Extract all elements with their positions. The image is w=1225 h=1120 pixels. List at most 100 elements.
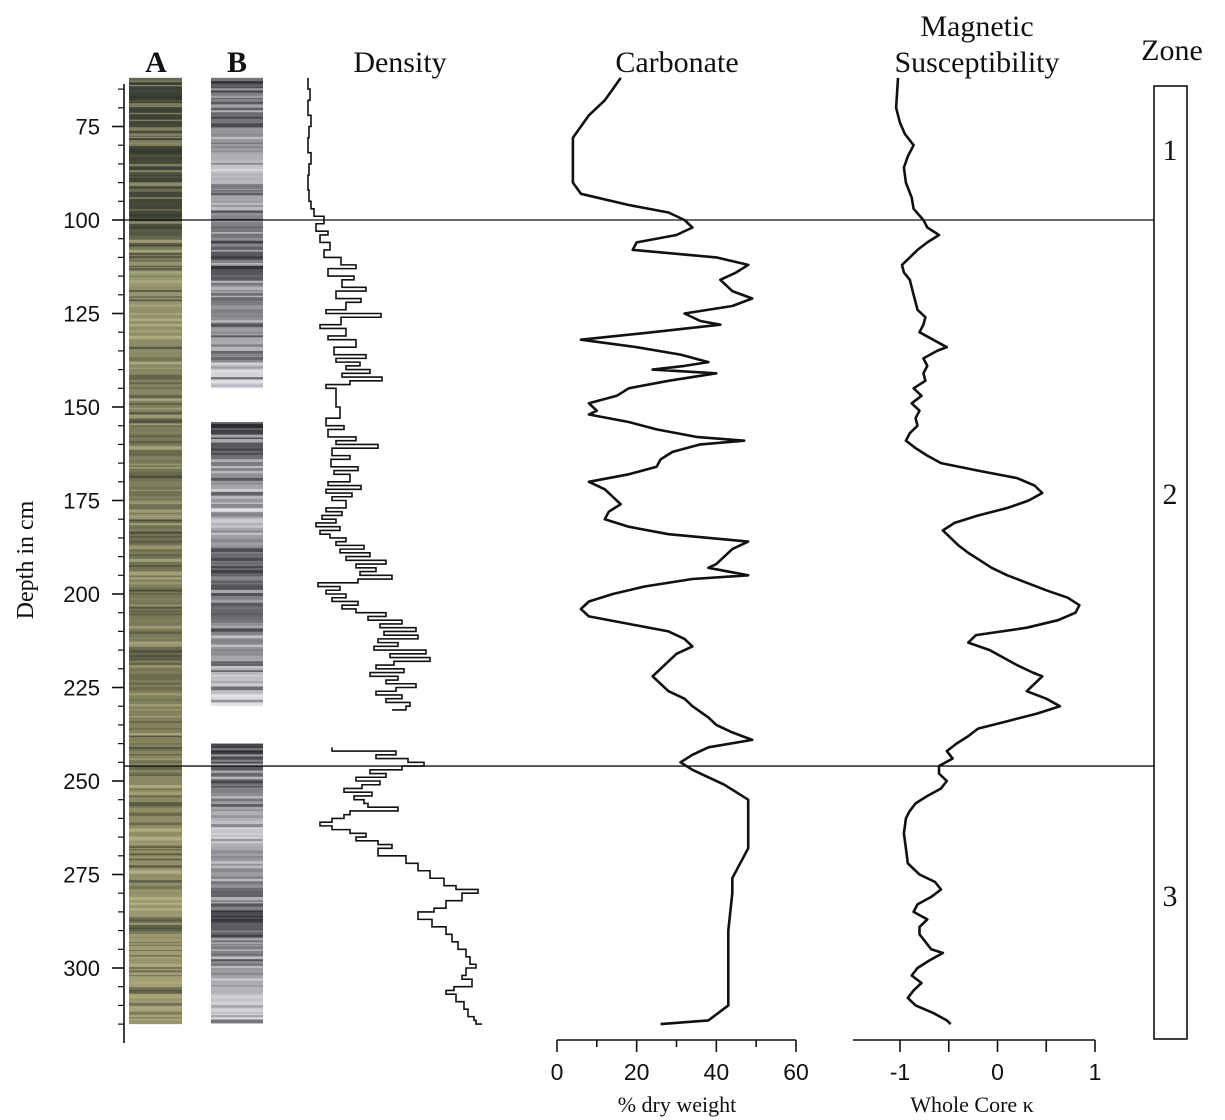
core-band bbox=[129, 941, 182, 944]
core-band bbox=[211, 438, 263, 443]
core-band bbox=[129, 1017, 182, 1019]
core-band bbox=[211, 583, 263, 585]
core-band bbox=[129, 188, 182, 192]
core-band bbox=[211, 359, 263, 364]
core-band bbox=[211, 635, 263, 639]
core-band bbox=[211, 366, 263, 369]
core-band bbox=[211, 92, 263, 97]
core-band bbox=[129, 290, 182, 293]
core-band bbox=[211, 938, 263, 941]
core-band bbox=[211, 770, 263, 773]
core-band bbox=[129, 353, 182, 357]
core-band bbox=[211, 323, 263, 327]
core-band bbox=[211, 644, 263, 647]
core-band bbox=[129, 703, 182, 707]
core-band bbox=[129, 975, 182, 977]
core-band bbox=[129, 143, 182, 147]
core-band bbox=[211, 963, 263, 967]
core-band bbox=[211, 750, 263, 753]
core-band bbox=[129, 885, 182, 890]
core-band bbox=[211, 128, 263, 132]
core-band bbox=[211, 98, 263, 102]
core-segment bbox=[211, 743, 263, 1025]
core-band bbox=[129, 340, 182, 345]
core-band bbox=[211, 901, 263, 904]
core-band bbox=[129, 286, 182, 290]
core-band bbox=[129, 547, 182, 549]
carbonate-tick-label: 0 bbox=[551, 1059, 564, 1085]
core-band bbox=[211, 836, 263, 841]
core-band bbox=[129, 784, 182, 789]
core-band bbox=[211, 1015, 263, 1018]
core-band bbox=[211, 291, 263, 293]
core-band bbox=[211, 670, 263, 672]
core-band bbox=[211, 786, 263, 788]
core-band bbox=[211, 978, 263, 981]
core-band bbox=[129, 379, 182, 384]
core-band bbox=[211, 850, 263, 854]
core-band bbox=[211, 280, 263, 284]
core-band bbox=[211, 911, 263, 913]
core-band bbox=[211, 566, 263, 569]
core-band bbox=[211, 424, 263, 428]
core-band bbox=[211, 833, 263, 835]
core-band bbox=[129, 255, 182, 259]
core-band bbox=[129, 245, 182, 247]
core-band bbox=[129, 271, 182, 274]
core-band bbox=[211, 150, 263, 153]
core-band bbox=[129, 419, 182, 424]
core-band bbox=[211, 244, 263, 247]
core-band bbox=[129, 103, 182, 106]
core-band bbox=[129, 299, 182, 302]
core-band bbox=[211, 156, 263, 160]
core-band bbox=[211, 553, 263, 557]
depth-tick-label: 300 bbox=[63, 956, 100, 981]
core-band bbox=[129, 721, 182, 724]
core-band bbox=[211, 453, 263, 455]
core-band bbox=[211, 305, 263, 310]
core-band bbox=[211, 370, 263, 373]
core-band bbox=[129, 585, 182, 589]
core-band bbox=[211, 1019, 263, 1024]
core-band bbox=[129, 959, 182, 963]
core-band bbox=[211, 466, 263, 468]
core-band bbox=[129, 84, 182, 87]
magnetic-tick-label: 1 bbox=[1089, 1059, 1102, 1085]
core-band bbox=[129, 664, 182, 668]
core-band bbox=[211, 776, 263, 780]
core-band bbox=[129, 214, 182, 217]
core-band bbox=[129, 760, 182, 764]
core-band bbox=[129, 367, 182, 369]
core-band bbox=[211, 284, 263, 287]
core-band bbox=[211, 88, 263, 91]
core-band bbox=[129, 170, 182, 173]
core-band bbox=[211, 884, 263, 888]
core-band bbox=[211, 203, 263, 205]
core-band bbox=[211, 944, 263, 947]
core-band bbox=[129, 209, 182, 211]
core-band bbox=[211, 661, 263, 664]
core-band bbox=[211, 482, 263, 485]
core-band bbox=[129, 836, 182, 840]
core-band bbox=[129, 249, 182, 254]
core-band bbox=[211, 77, 263, 82]
core-band bbox=[211, 197, 263, 201]
core-band bbox=[129, 647, 182, 651]
core-band bbox=[211, 557, 263, 561]
core-band bbox=[129, 981, 182, 984]
core-band bbox=[211, 539, 263, 543]
core-band bbox=[211, 335, 263, 338]
core-band bbox=[211, 177, 263, 181]
core-band bbox=[129, 323, 182, 327]
core-band bbox=[129, 403, 182, 405]
core-band bbox=[211, 492, 263, 496]
core-band bbox=[211, 562, 263, 564]
core-band bbox=[211, 796, 263, 798]
core-segment bbox=[211, 421, 263, 707]
core-band bbox=[129, 754, 182, 756]
core-band bbox=[129, 908, 182, 912]
core-band bbox=[129, 1011, 182, 1015]
core-band bbox=[129, 822, 182, 826]
core-band bbox=[129, 80, 182, 83]
core-band bbox=[129, 669, 182, 671]
